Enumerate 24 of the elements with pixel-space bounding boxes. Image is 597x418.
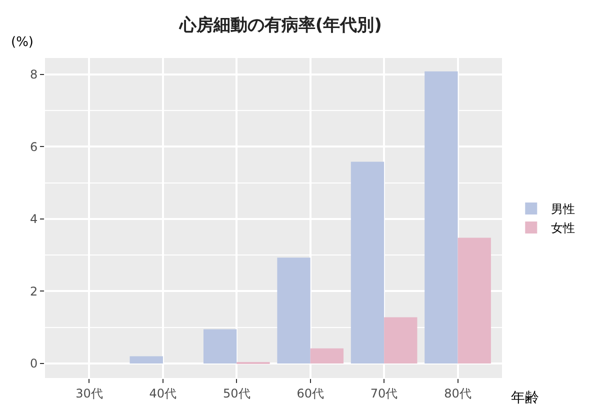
x-tick-label: 70代 — [370, 386, 398, 400]
bar — [350, 162, 384, 364]
bar — [277, 258, 310, 364]
x-tick-label: 30代 — [76, 386, 103, 400]
legend-label: 女性 — [551, 221, 576, 236]
y-axis-title: (%) — [11, 35, 34, 50]
x-tick-label: 50代 — [223, 386, 250, 400]
bar — [310, 348, 344, 364]
x-axis-title: 年齢 — [511, 390, 539, 406]
x-tick-label: 80代 — [444, 386, 472, 400]
y-tick-label: 8 — [30, 67, 38, 82]
y-tick-label: 4 — [30, 212, 38, 226]
chart-title: 心房細動の有病率(年代別) — [178, 16, 382, 36]
legend-label: 男性 — [551, 202, 576, 216]
bar — [458, 238, 491, 364]
x-tick-label: 60代 — [296, 386, 324, 400]
bar — [130, 356, 163, 364]
bar — [384, 317, 418, 364]
y-tick-label: 6 — [30, 140, 38, 154]
y-tick-label: 2 — [30, 284, 38, 298]
bar — [203, 329, 237, 364]
bar — [424, 71, 458, 364]
y-tick-label: 0 — [30, 356, 38, 371]
x-tick-label: 40代 — [149, 386, 177, 400]
